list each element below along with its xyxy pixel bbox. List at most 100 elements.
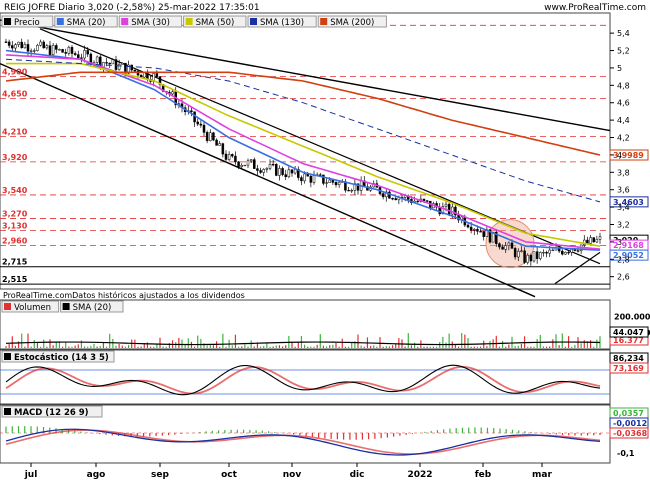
candle-body (570, 249, 573, 253)
candle-body (350, 189, 353, 192)
legend-label: SMA (30) (131, 18, 170, 28)
axis-tick-label: 4,6 (617, 99, 630, 108)
trend-line (39, 28, 601, 265)
x-tick-label: dic (350, 470, 365, 480)
candle-body (146, 71, 149, 80)
axis-tick-label: 5 (617, 64, 622, 73)
candle-body (391, 198, 394, 200)
candle-body (447, 203, 451, 215)
brand-link[interactable]: www.ProRealTime.com (544, 3, 646, 13)
candle-body (121, 62, 124, 65)
candle-body (124, 62, 127, 74)
candle-body (114, 59, 118, 70)
candle-body (337, 181, 341, 186)
value-badge-label: 73,169 (613, 364, 644, 373)
candle-body (77, 54, 80, 58)
candle-body (287, 169, 291, 178)
x-tick-label: sep (151, 470, 169, 480)
legend-label: SMA (20) (67, 18, 106, 28)
candle-body (171, 91, 174, 95)
value-badge: -0,0012 (609, 417, 649, 429)
candle-body (416, 200, 419, 203)
candle-body (545, 252, 548, 254)
candle-body (199, 123, 203, 126)
legend-box (247, 15, 317, 28)
candle-body (218, 143, 221, 146)
candle-body (73, 53, 77, 55)
axis-tick-label: 3,4 (617, 203, 630, 212)
candle-body (290, 169, 294, 174)
trend-line (554, 251, 601, 285)
legend-box (1, 350, 115, 363)
legend-item: Precio (1, 15, 54, 28)
legend-item: Estocástico (14 3 5) (1, 350, 115, 363)
value-badge: 0,0357 (609, 407, 649, 419)
candle-body (542, 252, 545, 254)
value-badge-box (609, 249, 649, 261)
value-badge: -0,0368 (609, 427, 649, 439)
candle-body (83, 50, 86, 59)
axis-tick-label: 2,8 (617, 255, 630, 264)
value-badge-box (609, 326, 649, 338)
value-badge: 3,9989 (609, 149, 649, 161)
candle-body (215, 139, 218, 146)
candle-body (80, 57, 83, 59)
candle-body (589, 237, 592, 244)
candle-body (451, 206, 454, 215)
candle-body (586, 239, 589, 244)
legend-label: SMA (130) (260, 18, 304, 28)
candle-body (108, 62, 111, 65)
x-tick-label: nov (283, 470, 302, 480)
candle-body (51, 45, 55, 55)
legend-label: Volumen (14, 303, 51, 313)
legend-label: Precio (14, 18, 40, 28)
trend-line (0, 19, 611, 132)
axis-tick-label: 5,4 (617, 29, 630, 38)
legend-item: SMA (20) (54, 15, 118, 28)
level-label: 4,210 (2, 128, 28, 137)
candle-body (102, 62, 105, 68)
value-badge-label: 3,9989 (613, 151, 644, 160)
value-badge: 44.047 (609, 326, 649, 338)
candle-body (117, 64, 121, 70)
axis-tick-label: 3 (617, 238, 622, 247)
value-badge-label: -0,0368 (613, 429, 648, 438)
candle-body (325, 182, 328, 184)
candle-body (476, 228, 479, 232)
value-badge-label: 3,4603 (613, 198, 644, 207)
candle-body (444, 203, 448, 207)
trend-line (0, 62, 536, 298)
candle-body (441, 206, 445, 215)
level-label: 3,540 (2, 186, 28, 195)
axis-tick-label: 4 (617, 151, 622, 160)
candle-body (488, 229, 492, 243)
x-tick-label: ago (87, 470, 106, 480)
legend-swatch (56, 18, 64, 25)
legend-swatch (185, 18, 193, 25)
sma-line (5, 71, 601, 156)
candle-body (535, 251, 539, 259)
level-label: 3,130 (2, 222, 28, 231)
candle-body (70, 47, 74, 54)
candle-body (139, 74, 143, 78)
candle-body (422, 198, 426, 201)
value-badge-label: 44.047 (613, 328, 644, 337)
candle-body (567, 251, 570, 254)
candle-body (256, 168, 259, 171)
candle-body (227, 154, 231, 160)
chart-title: REIG JOFRE Diario 3,020 (-2,58%) 25-mar-… (4, 3, 260, 13)
candle-body (526, 254, 529, 263)
candle-body (312, 175, 316, 183)
candle-body (469, 226, 473, 231)
stoch-signal-line (5, 365, 601, 395)
candle-body (498, 243, 501, 248)
candle-body (539, 252, 542, 259)
candle-body (55, 45, 58, 50)
value-badge: 3,4603 (609, 196, 649, 208)
candle-body (45, 45, 49, 49)
stochastic-panel[interactable] (0, 349, 611, 405)
candle-body (130, 64, 133, 71)
legend-swatch (4, 303, 11, 310)
candle-body (61, 49, 64, 53)
